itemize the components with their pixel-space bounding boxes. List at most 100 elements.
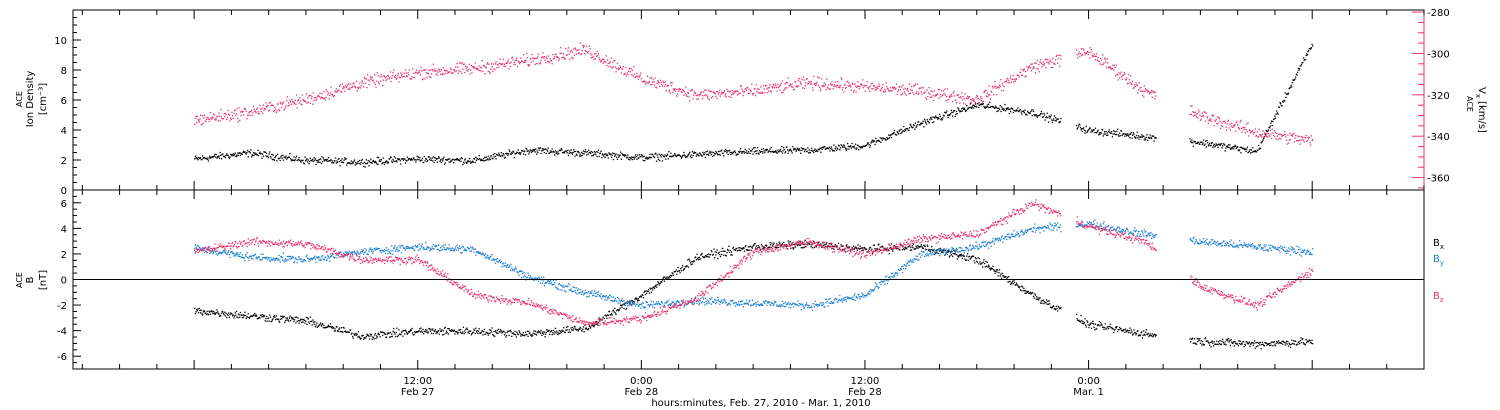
- top-data-point: [773, 85, 775, 87]
- top-data-point: [807, 152, 810, 154]
- top-series-1: [194, 42, 1314, 146]
- top-data-point: [559, 52, 561, 54]
- top-data-point: [747, 93, 750, 95]
- top-data-point: [1140, 86, 1142, 88]
- top-data-point: [607, 157, 609, 159]
- top-data-point: [1142, 90, 1144, 92]
- top-data-point: [263, 107, 266, 110]
- bottom-data-point: [916, 247, 918, 249]
- bottom-data-point: [1040, 300, 1042, 302]
- top-data-point: [809, 81, 811, 83]
- bottom-data-point: [1220, 343, 1222, 346]
- bottom-data-point: [518, 331, 521, 333]
- bottom-data-point: [1119, 328, 1121, 330]
- bottom-data-point: [1045, 302, 1047, 304]
- top-data-point: [340, 159, 342, 162]
- top-data-point: [536, 57, 538, 59]
- top-data-point: [1244, 148, 1247, 150]
- bottom-data-point: [276, 318, 278, 320]
- bottom-data-point: [225, 312, 227, 314]
- top-data-point: [273, 159, 275, 161]
- bottom-data-point: [1155, 334, 1157, 336]
- top-data-point: [939, 93, 941, 96]
- bottom-data-point: [1143, 330, 1145, 332]
- top-data-point: [743, 150, 745, 153]
- bottom-data-point: [196, 309, 198, 311]
- top-data-point: [1192, 115, 1194, 117]
- bottom-data-point: [876, 248, 878, 250]
- top-data-point: [575, 153, 577, 155]
- bottom-data-point: [1122, 330, 1124, 332]
- top-data-point: [1283, 99, 1285, 102]
- top-data-point: [633, 66, 635, 68]
- top-data-point: [508, 149, 510, 151]
- top-data-point: [423, 155, 425, 158]
- bottom-data-point: [470, 330, 472, 332]
- top-data-point: [924, 91, 926, 93]
- top-data-point: [402, 159, 405, 161]
- top-data-point: [549, 151, 551, 153]
- top-data-point: [1028, 112, 1031, 115]
- top-data-point: [404, 75, 406, 78]
- bottom-data-point: [1269, 342, 1271, 344]
- top-data-point: [1276, 135, 1279, 137]
- top-data-point: [1020, 68, 1022, 71]
- top-data-point: [390, 80, 392, 83]
- top-data-point: [681, 156, 683, 158]
- bottom-data-point: [714, 251, 716, 253]
- top-data-point: [560, 47, 562, 49]
- top-data-point: [210, 156, 212, 158]
- bottom-data-point: [855, 246, 857, 249]
- top-data-point: [700, 154, 702, 156]
- top-data-point: [1031, 115, 1033, 117]
- top-data-point: [1307, 51, 1309, 53]
- top-data-point: [875, 137, 877, 140]
- top-data-point: [340, 90, 342, 92]
- top-data-point: [698, 93, 701, 95]
- top-data-point: [243, 114, 245, 116]
- top-data-point: [721, 92, 724, 95]
- top-data-point: [333, 94, 335, 97]
- top-data-point: [960, 110, 962, 112]
- bottom-data-point: [1120, 329, 1123, 332]
- top-data-point: [1218, 117, 1220, 120]
- bottom-data-point: [712, 254, 714, 256]
- top-data-point: [861, 147, 863, 149]
- top-data-point: [269, 155, 272, 158]
- top-data-point: [1122, 74, 1125, 76]
- top-data-point: [1289, 139, 1292, 141]
- bottom-data-point: [296, 320, 298, 323]
- top-data-point: [288, 156, 290, 158]
- top-data-point: [417, 72, 419, 75]
- top-data-point: [1199, 141, 1202, 143]
- top-data-point: [1293, 79, 1295, 81]
- top-data-point: [1078, 123, 1080, 125]
- bottom-data-point: [698, 256, 701, 259]
- bottom-data-point: [1249, 345, 1251, 347]
- top-data-point: [895, 87, 897, 89]
- bottom-data-point: [891, 248, 893, 251]
- bottom-data-point: [406, 333, 408, 335]
- top-data-point: [833, 150, 836, 152]
- bottom-data-point: [1227, 338, 1230, 340]
- top-data-point: [709, 150, 711, 152]
- bottom-data-point: [810, 245, 812, 248]
- bottom-data-point: [828, 242, 830, 245]
- top-data-point: [933, 116, 935, 118]
- top-data-point: [1240, 119, 1242, 122]
- bottom-data-point: [1302, 342, 1305, 344]
- top-data-point: [458, 69, 460, 72]
- bottom-data-point: [984, 266, 986, 268]
- top-data-point: [1093, 129, 1095, 131]
- top-data-point: [628, 68, 630, 70]
- top-data-point: [980, 96, 982, 98]
- top-data-point: [290, 101, 292, 103]
- top-data-point: [993, 86, 995, 88]
- top-data-point: [359, 159, 361, 162]
- top-data-point: [1260, 134, 1262, 136]
- top-data-point: [837, 148, 839, 150]
- top-data-point: [951, 95, 953, 97]
- top-data-point: [1096, 132, 1098, 134]
- top-data-point: [1241, 131, 1243, 133]
- top-data-point: [1015, 78, 1017, 81]
